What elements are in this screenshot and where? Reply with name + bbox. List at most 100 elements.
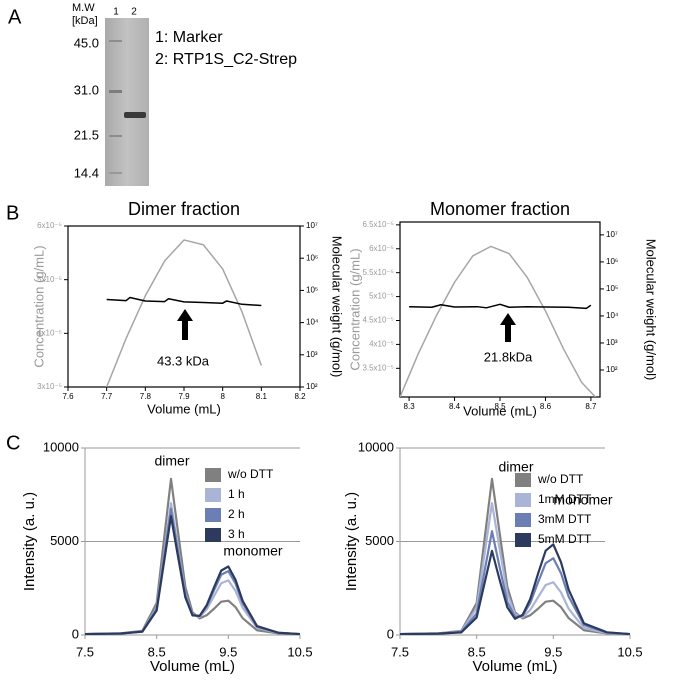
y-tick-label: 0 bbox=[72, 626, 79, 641]
y-tick-label: 0 bbox=[387, 626, 394, 641]
x-tick-label: 8 bbox=[220, 392, 225, 401]
chart: Dimer fraction 7.6 7.7 7.8 7.9 8 8.1 8.2 3x10⁻⁵ 4… bbox=[31, 199, 344, 417]
x-tick-label: 9.5 bbox=[544, 644, 562, 659]
mw-header: M.W bbox=[72, 2, 95, 14]
legend-label: 3 h bbox=[228, 527, 245, 541]
mw-marker: 31.0 bbox=[74, 82, 99, 97]
x-tick-label: 8.5 bbox=[148, 644, 166, 659]
y2-tick-label: 10³ bbox=[306, 350, 318, 359]
series-line bbox=[106, 296, 262, 307]
annotation: 43.3 kDa bbox=[157, 353, 210, 368]
panel-label: B bbox=[6, 202, 19, 224]
lane-label: 2 bbox=[131, 7, 137, 18]
x-tick-label: 7.6 bbox=[62, 392, 74, 401]
panel-label: C bbox=[6, 432, 20, 454]
legend-label: 3mM DTT bbox=[538, 512, 592, 526]
x-tick-label: 10.5 bbox=[617, 644, 642, 659]
y-tick-label: 3x10⁻⁵ bbox=[37, 382, 62, 391]
gel-panel: M.W [kDa] 1 2 45.0 31.0 21.5 14.4 1: Mar… bbox=[72, 2, 297, 186]
chart: 7.5 8.5 9.5 10.5 0 5000 10000 Volume (mL) Intens… bbox=[21, 439, 313, 675]
gel-legend: 2: RTP1S_C2-Strep bbox=[155, 51, 297, 68]
legend-swatch bbox=[205, 488, 221, 502]
y2-tick-label: 10⁴ bbox=[306, 318, 319, 327]
chart: 7.5 8.5 9.5 10.5 0 5000 10000 Volume (mL) Intens… bbox=[343, 439, 643, 675]
y2-axis-label: Molecular weight (g/mol) bbox=[330, 236, 345, 378]
arrow-shaft bbox=[505, 323, 511, 342]
legend-label: 1 h bbox=[228, 487, 245, 501]
legend-swatch bbox=[515, 513, 531, 527]
y2-tick-label: 10⁷ bbox=[306, 221, 318, 230]
gel-legend: 1: Marker bbox=[155, 29, 223, 46]
mw-marker: 21.5 bbox=[74, 127, 99, 142]
y-tick-label: 4x10⁻⁵ bbox=[369, 340, 394, 349]
y2-tick-label: 10⁵ bbox=[606, 284, 618, 293]
x-tick-label: 7.5 bbox=[76, 644, 94, 659]
x-tick-label: 8.5 bbox=[494, 402, 506, 411]
y2-tick-label: 10⁶ bbox=[606, 257, 618, 266]
y-tick-label: 5000 bbox=[50, 533, 79, 548]
y2-axis-label: Molecular weight (g/mol) bbox=[644, 239, 659, 381]
y-axis-label: Concentration (g/mL) bbox=[31, 245, 46, 367]
plot-frame bbox=[399, 221, 601, 398]
series-line bbox=[400, 543, 630, 635]
legend-swatch bbox=[515, 493, 531, 507]
gel-image bbox=[105, 18, 149, 186]
gel-band bbox=[109, 172, 122, 174]
y-tick-label: 10000 bbox=[358, 439, 394, 454]
annotation: dimer bbox=[498, 459, 533, 475]
legend-swatch bbox=[515, 533, 531, 547]
lane-label: 1 bbox=[113, 7, 119, 18]
gel-band bbox=[109, 90, 122, 93]
chart-title: Monomer fraction bbox=[430, 199, 570, 219]
legend-label: 2 h bbox=[228, 507, 245, 521]
y-tick-label: 6x10⁻⁵ bbox=[37, 221, 62, 230]
x-tick-label: 8.4 bbox=[449, 402, 461, 411]
y2-tick-label: 10³ bbox=[606, 338, 618, 347]
arrow-shaft bbox=[182, 319, 188, 340]
legend-label: w/o DTT bbox=[537, 472, 584, 486]
series-line bbox=[400, 245, 596, 397]
legend-swatch bbox=[205, 528, 221, 542]
x-tick-label: 8.6 bbox=[540, 402, 552, 411]
y-tick-label: 4x10⁻⁵ bbox=[37, 328, 62, 337]
x-tick-label: 7.7 bbox=[101, 392, 113, 401]
y-tick-label: 5.5x10⁻⁵ bbox=[362, 268, 394, 277]
legend-label: 5mM DTT bbox=[538, 532, 592, 546]
annotation: 21.8kDa bbox=[484, 349, 533, 364]
annotation: dimer bbox=[154, 453, 189, 469]
y-tick-label: 5x10⁻⁵ bbox=[369, 292, 394, 301]
chart: Monomer fraction 8.3 8.4 8.5 8.6 8.7 3.5x10⁻⁵ 4… bbox=[347, 199, 658, 419]
mw-marker: 14.4 bbox=[74, 165, 99, 180]
y2-tick-label: 10⁷ bbox=[606, 230, 618, 239]
gel-band bbox=[109, 40, 122, 42]
y-tick-label: 5x10⁻⁵ bbox=[37, 275, 62, 284]
y-axis-label: Concentration (g/mL) bbox=[347, 248, 362, 370]
series-line bbox=[85, 515, 300, 635]
x-tick-label: 8.1 bbox=[256, 392, 268, 401]
x-axis-label: Volume (mL) bbox=[150, 658, 235, 675]
y2-tick-label: 10² bbox=[306, 382, 318, 391]
x-tick-label: 8.7 bbox=[585, 402, 597, 411]
x-tick-label: 8.3 bbox=[404, 402, 416, 411]
x-tick-label: 7.5 bbox=[391, 644, 409, 659]
y-tick-label: 4.5x10⁻⁵ bbox=[362, 316, 394, 325]
y-tick-label: 3.5x10⁻⁵ bbox=[362, 363, 394, 372]
annotation: monomer bbox=[223, 543, 282, 559]
y-tick-label: 10000 bbox=[43, 439, 79, 454]
y-tick-label: 5000 bbox=[365, 533, 394, 548]
chart-title: Dimer fraction bbox=[128, 199, 240, 219]
panel-label: A bbox=[8, 6, 22, 28]
mw-header: [kDa] bbox=[72, 15, 98, 27]
series-line bbox=[105, 239, 263, 387]
x-tick-label: 8.2 bbox=[294, 392, 306, 401]
y-tick-label: 6.5x10⁻⁵ bbox=[362, 220, 394, 229]
x-tick-label: 8.5 bbox=[468, 644, 486, 659]
x-tick-label: 9.5 bbox=[219, 644, 237, 659]
annotation: monomer bbox=[553, 492, 612, 508]
y2-tick-label: 10⁴ bbox=[606, 311, 619, 320]
y-axis-label: Intensity (a. u.) bbox=[21, 492, 38, 591]
legend-label: 1mM DTT bbox=[538, 492, 592, 506]
y2-tick-label: 10⁵ bbox=[306, 286, 318, 295]
